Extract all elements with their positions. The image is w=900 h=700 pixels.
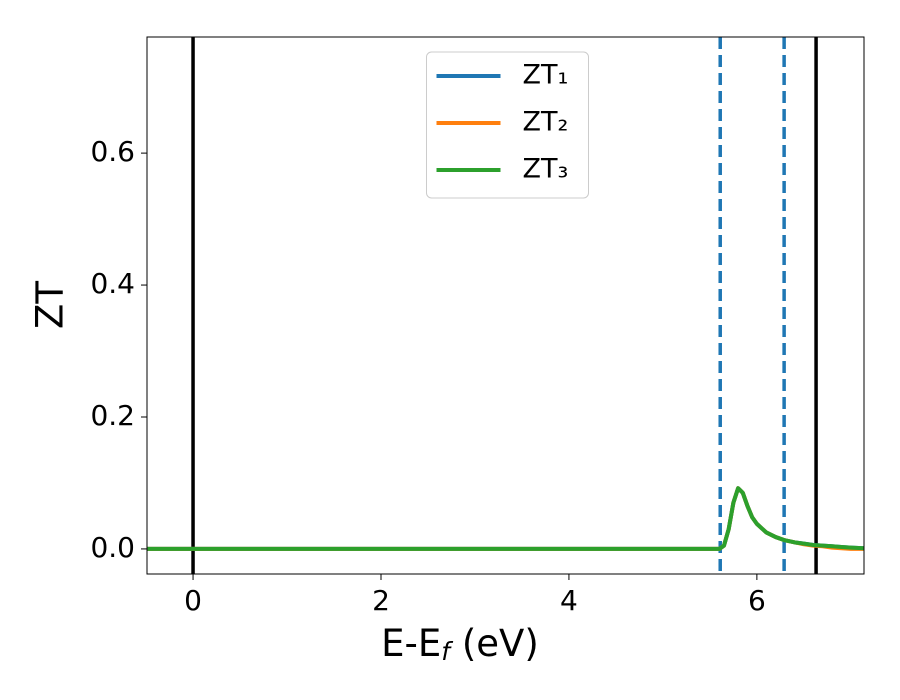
x-tick-label: 6 — [748, 584, 766, 617]
x-tick-label: 2 — [372, 584, 390, 617]
y-axis-label: ZT — [29, 281, 72, 329]
legend-label: ZT₂ — [523, 107, 569, 138]
y-tick-label: 0.6 — [90, 135, 135, 168]
legend-label: ZT₃ — [523, 154, 569, 185]
series-line — [147, 486, 864, 551]
legend-label: ZT₁ — [523, 60, 569, 91]
x-tick-label: 4 — [560, 584, 578, 617]
x-axis-label: E-Ef (eV) — [381, 622, 539, 667]
series-line — [147, 486, 864, 551]
legend-box — [426, 51, 589, 199]
series-line — [147, 486, 864, 551]
y-tick-label: 0.0 — [90, 531, 135, 564]
plot-area — [147, 37, 864, 574]
plot-frame — [146, 36, 865, 575]
y-tick-label: 0.4 — [90, 267, 135, 300]
x-tick-label: 0 — [184, 584, 202, 617]
y-tick-label: 0.2 — [90, 399, 135, 432]
